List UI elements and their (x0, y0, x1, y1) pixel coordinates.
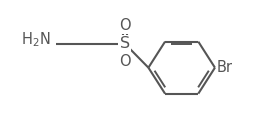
Text: O: O (119, 18, 130, 33)
Text: S: S (120, 36, 130, 51)
Text: Br: Br (217, 60, 233, 75)
Text: O: O (119, 54, 130, 69)
Text: H$_2$N: H$_2$N (21, 30, 51, 49)
